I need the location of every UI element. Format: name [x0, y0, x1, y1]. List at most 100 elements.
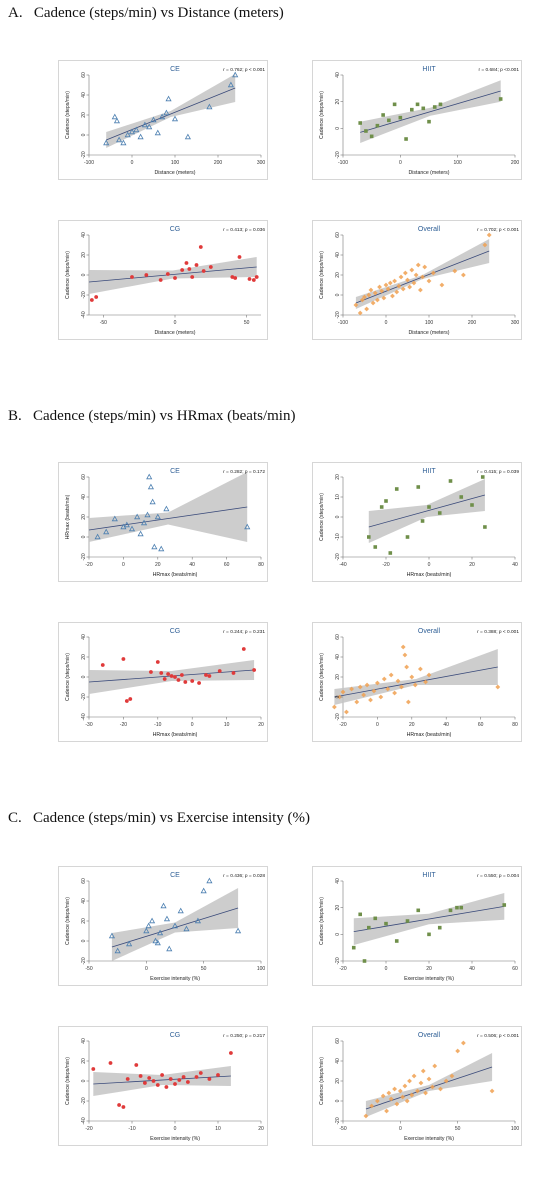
data-point [482, 242, 488, 248]
data-point [405, 699, 411, 705]
data-point [495, 684, 501, 690]
data-point [91, 1067, 96, 1071]
y-axis-label: Cadence (steps/min) [319, 897, 325, 945]
data-point [415, 102, 420, 107]
panel-a-hiit: -100 0 100 200 -20 0 20 40 Distance (meters) Cade… [312, 60, 522, 180]
data-point [171, 922, 179, 929]
data-point [384, 499, 388, 503]
y-tick-label: -20 [335, 553, 341, 560]
data-point [448, 479, 453, 483]
y-tick-label: -20 [335, 713, 341, 720]
data-point [407, 284, 413, 290]
y-tick-label: 60 [335, 232, 341, 238]
data-point [94, 533, 101, 540]
data-point [392, 102, 397, 107]
data-point [394, 1101, 400, 1107]
panel-title: CG [170, 226, 181, 233]
y-tick-label: 60 [81, 474, 87, 480]
data-point [227, 81, 234, 88]
y-tick-label: 60 [335, 1038, 341, 1044]
data-point [144, 273, 149, 277]
y-tick-label: 40 [81, 898, 87, 904]
x-tick-label: 100 [171, 160, 180, 166]
x-axis-label: Distance (meters) [409, 170, 450, 176]
data-point [358, 121, 362, 125]
data-point [388, 672, 394, 678]
x-tick-label: -50 [339, 1126, 346, 1132]
data-point [426, 278, 432, 284]
x-tick-label: 40 [189, 562, 195, 568]
data-point [186, 1080, 190, 1084]
panel-title: CE [170, 66, 180, 73]
data-point [392, 278, 397, 284]
data-point [160, 902, 167, 909]
correlation-stats: r = 0.436; p = 0.028 [223, 873, 265, 879]
section-title-a: A. Cadence (steps/min) vs Distance (mete… [8, 5, 284, 22]
data-point [229, 1051, 233, 1055]
data-point [437, 511, 442, 515]
x-tick-label: 0 [399, 160, 402, 166]
scatter-plot: -20 -10 0 10 20 -40 -20 0 20 40 Exercise intensity… [65, 1032, 265, 1142]
y-tick-label: 0 [335, 933, 341, 936]
panel-b-cg: -30 -20 -10 0 10 20 -40 -20 0 20 40 HRmax (beats/mi… [58, 622, 268, 742]
data-point [154, 129, 161, 136]
y-tick-label: 20 [81, 918, 87, 924]
y-tick-label: 0 [81, 939, 87, 942]
correlation-stats: r = 0.413; p = 0.036 [223, 227, 265, 233]
data-point [208, 265, 213, 269]
y-axis-label: Cadence (steps/min) [65, 1057, 71, 1105]
data-point [486, 232, 492, 238]
data-point [187, 267, 192, 271]
data-point [158, 545, 165, 552]
y-tick-label: -20 [335, 957, 341, 964]
data-point [375, 123, 380, 128]
confidence-band [365, 1053, 493, 1117]
fit-line [88, 506, 248, 531]
data-point [364, 682, 370, 688]
x-tick-label: 0 [385, 320, 388, 326]
data-point [117, 1103, 121, 1107]
data-point [137, 530, 144, 537]
data-point [498, 97, 503, 101]
x-tick-label: 0 [428, 562, 431, 568]
x-tick-label: 40 [512, 562, 518, 568]
data-point [388, 1096, 394, 1102]
data-point [154, 939, 161, 946]
x-axis-label: HRmax (beats/min) [407, 732, 452, 738]
data-point [400, 644, 406, 650]
data-point [171, 115, 179, 122]
data-point [407, 1078, 412, 1084]
x-tick-label: 20 [258, 1126, 264, 1132]
y-axis-label: Cadence (steps/min) [65, 897, 71, 945]
data-point [173, 675, 177, 679]
x-axis-label: HRmax (beats/min) [153, 572, 198, 578]
data-point [183, 925, 190, 932]
data-point [134, 1063, 139, 1067]
x-tick-label: 200 [511, 160, 520, 166]
panel-b-hiit: -40 -20 0 20 40 -20 -10 0 10 20 HRmax (beats/min) C… [312, 462, 522, 582]
data-point [108, 1061, 113, 1065]
data-point [150, 116, 157, 123]
panel-title: CE [170, 468, 180, 475]
data-point [448, 908, 453, 913]
scatter-plot: -100 0 100 200 300 -20 0 20 40 60 Distance (meters… [65, 66, 266, 176]
y-tick-label: 40 [81, 92, 87, 98]
panel-title: CG [170, 628, 181, 635]
data-point [409, 674, 415, 680]
data-point [437, 925, 442, 930]
data-point [438, 102, 443, 107]
data-point [418, 666, 423, 672]
panel-title: HIIT [422, 66, 436, 73]
y-tick-label: 20 [335, 905, 341, 911]
scatter-plot: -30 -20 -10 0 10 20 -40 -20 0 20 40 HRmax (beats/mi… [65, 628, 265, 738]
data-point [455, 905, 459, 910]
x-tick-label: -100 [84, 160, 94, 166]
section-letter: C. [8, 810, 22, 826]
data-point [362, 959, 367, 963]
scatter-plot: -20 0 20 40 60 -20 0 20 40 Exercise intensity (%)… [319, 872, 519, 982]
data-point [138, 1074, 143, 1078]
data-point [217, 669, 222, 673]
data-point [157, 929, 164, 936]
data-point [361, 692, 367, 698]
x-tick-label: 300 [257, 160, 266, 166]
